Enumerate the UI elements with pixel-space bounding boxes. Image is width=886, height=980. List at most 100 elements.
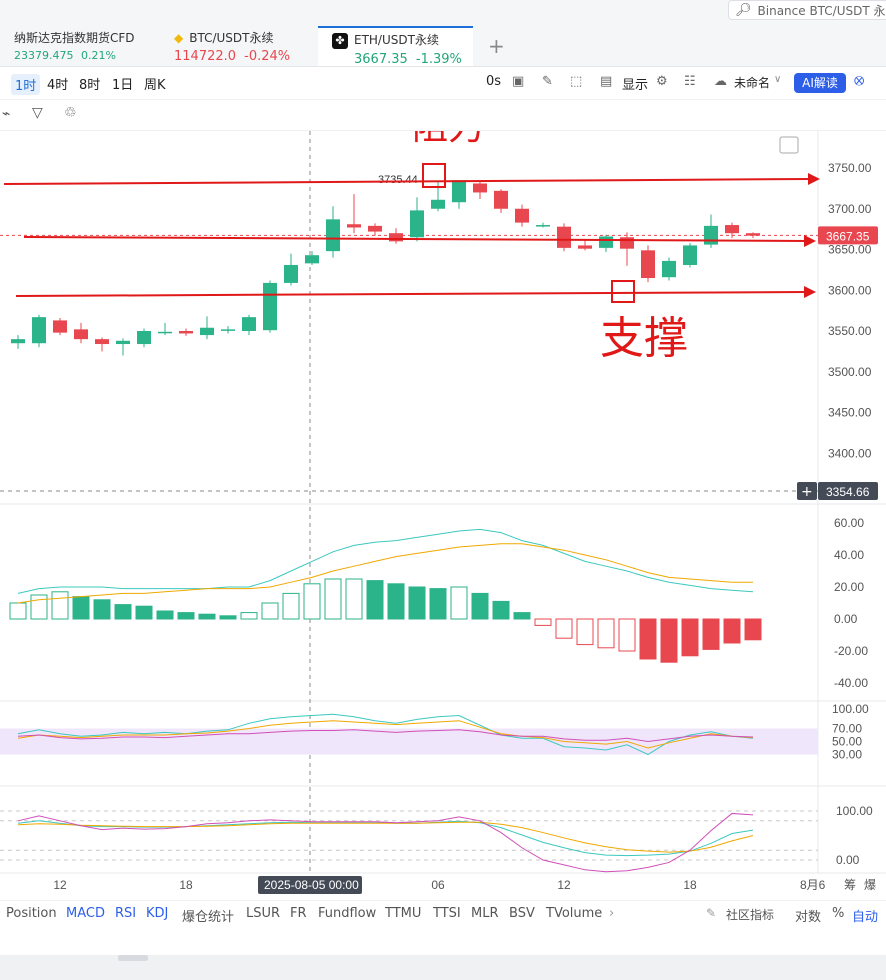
eth-icon: ✤ — [332, 32, 348, 49]
candle-body — [683, 245, 697, 265]
magnet-icon[interactable]: ⌁ — [2, 106, 11, 122]
candle-body — [473, 183, 487, 193]
timeframe-1h[interactable]: 1时 — [11, 74, 41, 95]
price-tick-label: 3600.00 — [828, 283, 872, 297]
kdj-tick-label: 0.00 — [836, 853, 860, 867]
search-box[interactable]: 🔎︎ Binance BTC/USDT 永续 — [728, 0, 886, 20]
crosshair-price-badge — [818, 482, 878, 500]
macd-histogram-bar — [429, 588, 447, 620]
candle-body — [662, 260, 676, 278]
filter-icon[interactable]: ▽ — [32, 105, 43, 121]
percent-scale-button[interactable]: % — [832, 906, 845, 921]
tab-change: -1.39% — [415, 51, 462, 67]
macd-histogram-bar — [282, 592, 300, 620]
macd-histogram-bar — [723, 618, 741, 644]
image-icon[interactable]: ▤ — [600, 74, 613, 89]
candle-body — [32, 317, 46, 344]
macd-histogram-bar — [261, 602, 279, 620]
camera-icon[interactable]: ▣ — [512, 74, 525, 89]
candle-body — [347, 224, 361, 228]
gear-icon[interactable]: ⚙ — [656, 74, 668, 89]
layout-name[interactable]: 未命名 — [734, 76, 771, 90]
rsi-line-2 — [17, 720, 754, 749]
crop-icon[interactable]: ⬚ — [570, 74, 583, 89]
pen-icon[interactable]: ✎ — [542, 74, 553, 89]
layout-icon[interactable]: ☷ — [684, 74, 696, 89]
candle-body — [137, 331, 151, 345]
share-icon[interactable]: ⭙ — [854, 74, 865, 89]
time-tick-label: 18 — [179, 878, 193, 892]
trash-icon[interactable]: ♲ — [64, 105, 77, 121]
macd-histogram-bar — [366, 580, 384, 620]
chevron-down-icon[interactable]: ∨ — [774, 74, 782, 85]
chevron-right-icon[interactable]: › — [609, 906, 615, 921]
community-indicators-button[interactable]: 社区指标 — [726, 908, 775, 922]
expand-icon — [779, 136, 799, 154]
chart-area[interactable]: 3735.44 3750.00 3700.00 3650.00 3600.00 3550… — [0, 131, 886, 900]
current-price-label: 3667.35 — [826, 229, 870, 243]
indicator-tab-bsv[interactable]: BSV — [509, 906, 535, 921]
macd-histogram-bar — [219, 615, 237, 620]
macd-histogram-bar — [639, 618, 657, 660]
indicator-tab-kdj[interactable]: KDJ — [146, 906, 169, 921]
indicator-tab-position[interactable]: Position — [6, 906, 57, 921]
timeframe-1d[interactable]: 1日 — [112, 78, 134, 93]
rsi-tick-label: 100.00 — [832, 702, 869, 716]
indicator-tab-macd[interactable]: MACD — [66, 906, 105, 921]
candle-body — [557, 226, 571, 248]
ai-button[interactable]: AI解读 — [794, 73, 846, 93]
indicator-tab-fr[interactable]: FR — [290, 906, 307, 921]
crosshair-time-label: 2025-08-05 00:00 — [264, 878, 359, 892]
support-box — [611, 280, 635, 303]
candle-body — [221, 329, 235, 331]
macd-histogram-bar — [51, 591, 69, 620]
indicator-tab-fundflow[interactable]: Fundflow — [318, 906, 377, 921]
indicator-tab-rsi[interactable]: RSI — [115, 906, 137, 921]
macd-histogram-bar — [744, 618, 762, 641]
macd-histogram-bar — [702, 618, 720, 650]
indicator-tab-ttsi[interactable]: TTSI — [433, 906, 461, 921]
edit-icon[interactable]: ✎ — [706, 906, 717, 920]
macd-histogram-bar — [177, 612, 195, 620]
indicator-tab-mlr[interactable]: MLR — [471, 906, 499, 921]
indicator-tab-liquidation[interactable]: 爆仓统计 — [182, 910, 235, 925]
tab-eth[interactable]: ✤ ETH/USDT永续 3667.35 -1.39% — [318, 26, 473, 67]
candle-body — [368, 225, 382, 232]
macd-histogram-bar — [114, 604, 132, 620]
kdj-tick-label: 100.00 — [836, 804, 873, 818]
macd-histogram-bar — [9, 602, 27, 620]
resize-handle[interactable] — [118, 955, 148, 961]
tab-price: 3667.35 — [354, 51, 408, 67]
tab-change: -0.24% — [244, 49, 291, 64]
candle-body — [746, 233, 760, 236]
price-tick-label: 3400.00 — [828, 446, 872, 460]
macd-histogram-bar — [198, 613, 216, 620]
auto-scale-button[interactable]: 自动 — [852, 910, 879, 925]
candle-body — [11, 339, 25, 344]
indicator-tab-tvolume[interactable]: TVolume — [546, 906, 603, 921]
add-tab-button[interactable]: + — [488, 34, 505, 58]
candle-body — [410, 210, 424, 238]
tab-nasdaq[interactable]: 纳斯达克指数期货CFD 23379.475 0.21% — [0, 26, 160, 66]
tab-price: 23379.475 — [14, 49, 74, 62]
macd-histogram-bar — [156, 610, 174, 620]
candle-body — [704, 225, 718, 245]
resistance-line-head — [808, 173, 820, 185]
timeframe-4h[interactable]: 4时 — [47, 78, 69, 93]
timeframe-8h[interactable]: 8时 — [79, 78, 101, 93]
macd-histogram-bar — [450, 586, 468, 620]
cloud-icon[interactable]: ☁ — [714, 74, 727, 89]
indicator-tab-ttmu[interactable]: TTMU — [385, 906, 422, 921]
indicator-tabs — [0, 900, 886, 931]
tab-btc[interactable]: ◆ BTC/USDT永续 114722.0 -0.24% — [160, 26, 318, 66]
log-scale-button[interactable]: 对数 — [795, 910, 822, 925]
candle-body — [158, 331, 172, 334]
timeframe-week[interactable]: 周K — [144, 78, 166, 93]
resistance-annotation: 阻力 — [412, 131, 484, 148]
tab-title: ETH/USDT永续 — [354, 33, 439, 47]
display-button[interactable]: 显示 — [622, 78, 649, 93]
macd-histogram-bar — [240, 612, 258, 620]
macd-histogram-bar — [30, 594, 48, 620]
indicator-tab-lsur[interactable]: LSUR — [246, 906, 281, 921]
rsi-line-1 — [17, 713, 754, 756]
